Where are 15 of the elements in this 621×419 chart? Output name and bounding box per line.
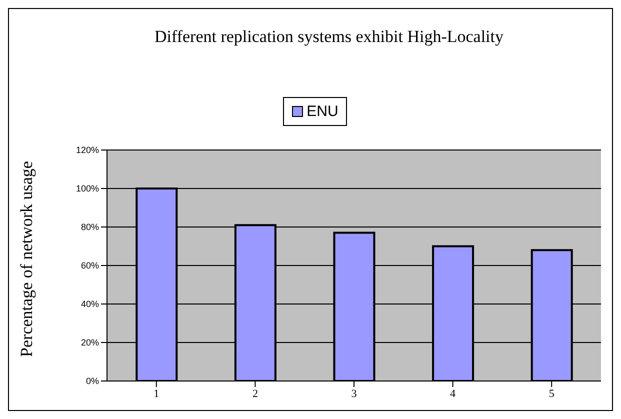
x-tick-label: 1 — [154, 388, 160, 400]
y-tick-label: 120% — [76, 145, 99, 156]
x-tick-label: 2 — [252, 388, 258, 400]
legend-label: ENU — [306, 103, 338, 120]
y-tick-label: 100% — [76, 184, 99, 194]
y-axis-title: Percentage of network usage — [17, 161, 37, 357]
y-tick-label: 60% — [80, 260, 99, 271]
x-tick-label: 3 — [351, 388, 358, 400]
y-tick-label: 20% — [80, 338, 99, 348]
y-tick-label: 0% — [86, 376, 99, 386]
chart-title: Different replication systems exhibit High-Locality — [153, 26, 505, 48]
x-tick-label: 4 — [450, 388, 456, 400]
y-tick-label: 80% — [80, 222, 99, 232]
y-tick-label: 40% — [80, 299, 99, 310]
x-tick-label: 5 — [548, 388, 555, 400]
